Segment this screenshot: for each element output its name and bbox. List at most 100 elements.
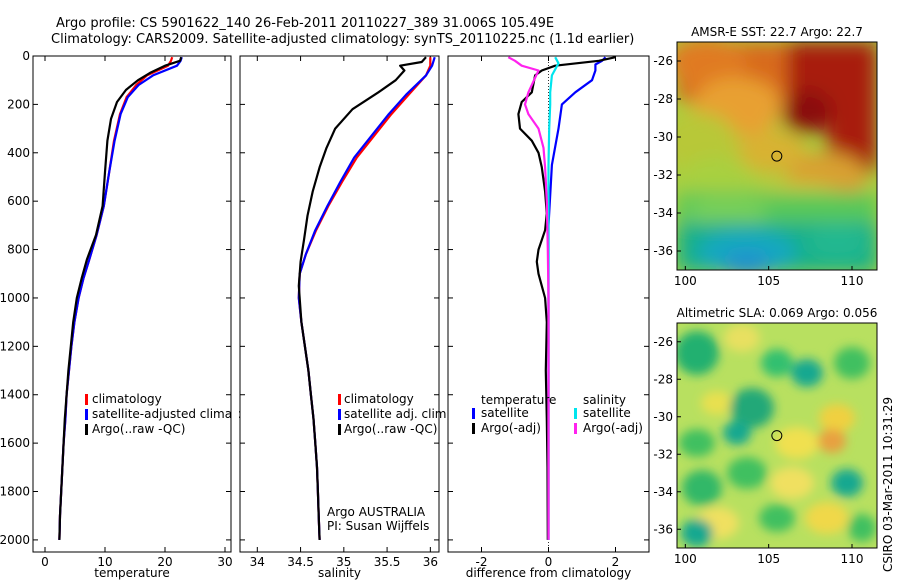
temperature-panel: 0 10 20 30 0 200 400 600 800 1000 1200 1400 1600 1800…	[0, 49, 262, 580]
difference-x-tick-label: 2	[612, 555, 620, 569]
sla_map-field-cell	[727, 457, 767, 489]
salinity-legend-swatch	[338, 409, 341, 420]
temperature-x-tick-label: 30	[217, 555, 232, 569]
salinity-legend-entry: climatology	[344, 392, 414, 406]
sla_map-field-cell	[770, 467, 814, 499]
sla_map-y-tick-label: -30	[653, 410, 673, 424]
sla_map-title: Altimetric SLA: 0.069 Argo: 0.056	[677, 306, 878, 320]
sla_map-field-cell	[701, 391, 733, 415]
sst_map-x-tick-label: 100	[674, 274, 697, 288]
sla_map-field-cell	[791, 359, 823, 387]
temperature-legend-swatch	[85, 424, 88, 435]
sla_map-field-cell	[819, 404, 855, 432]
difference-series-0-line	[547, 56, 607, 540]
temperature-legend-mask	[232, 392, 239, 442]
difference-legend-entry: Argo(-adj)	[583, 421, 643, 435]
difference-legend-entry: satellite	[583, 406, 631, 420]
sla_map-field-cell	[831, 469, 863, 497]
sst_map-field-cell	[677, 112, 737, 172]
temperature-legend-swatch	[85, 409, 88, 420]
sla_map-y-tick-label: -28	[653, 372, 673, 386]
temperature-legend-swatch	[85, 394, 88, 405]
sla-map-panel: Altimetric SLA: 0.069 Argo: 0.056 100 105 1…	[653, 306, 878, 566]
temperature-xlabel: temperature	[94, 566, 169, 580]
figure-title-line1: Argo profile: CS 5901622_140 26-Feb-2011…	[56, 16, 554, 31]
sst_map-argo-location-marker	[771, 150, 783, 162]
sst_map-y-tick-label: -32	[653, 168, 673, 182]
difference-x-tick-label: -2	[476, 555, 488, 569]
figure-title-line2: Climatology: CARS2009. Satellite-adjuste…	[51, 32, 634, 47]
sla_map-field-cell	[724, 324, 760, 352]
difference-legend-swatch	[574, 423, 577, 434]
sla_map-field-cell	[775, 427, 819, 459]
sla_map-argo-location-marker	[771, 430, 783, 442]
salinity-legend-entry: Argo(..raw -QC)	[344, 422, 437, 436]
difference-legend-group-title: salinity	[583, 393, 626, 407]
salinity-xlabel: salinity	[318, 566, 361, 580]
sst_map-y-tick-label: -30	[653, 130, 673, 144]
sst_map-x-tick-label: 110	[841, 274, 864, 288]
temperature-x-tick-label: 20	[157, 555, 172, 569]
sst_map-y-tick-label: -36	[653, 244, 673, 258]
difference-xlabel: difference from climatology	[466, 566, 632, 580]
difference-legend-entry: satellite	[481, 406, 529, 420]
sst_map-frame	[676, 41, 878, 271]
salinity-legend-swatch	[338, 424, 341, 435]
temperature-y-tick-label: 1600	[0, 436, 30, 450]
difference-legend-group-title: temperature	[481, 393, 556, 407]
salinity-x-tick-label: 34	[250, 555, 265, 569]
temperature-legend-entry: climatology	[92, 392, 162, 406]
sla_map-y-tick-label: -32	[653, 447, 673, 461]
temperature-axes-frame	[32, 55, 232, 553]
salinity-x-tick-label: 34.5	[287, 555, 314, 569]
sla_map-field-cell	[677, 331, 719, 375]
temperature-y-tick-label: 0	[22, 49, 30, 63]
temperature-y-tick-label: 1800	[0, 485, 30, 499]
temperature-legend-entry: satellite-adjusted climatolog	[92, 407, 262, 421]
sla_map-field-cell	[723, 421, 751, 445]
difference-x-tick-label: 0	[545, 555, 553, 569]
sla_map-y-tick-label: -26	[653, 335, 673, 349]
difference-legend-swatch	[472, 423, 475, 434]
sla_map-frame	[676, 322, 878, 549]
sst_map-y-tick-label: -34	[653, 206, 673, 220]
difference-legend-entry: Argo(-adj)	[481, 421, 541, 435]
sla_map-field-cell	[730, 388, 774, 428]
sla_map-field-cell	[848, 514, 876, 542]
sst_map-field-cell	[807, 224, 867, 260]
salinity-legend-entry: satellite adj. clim.	[344, 407, 450, 421]
salinity-axes-frame	[239, 55, 440, 553]
salinity-x-tick-label: 35.5	[374, 555, 401, 569]
temperature-y-tick-label: 1200	[0, 339, 30, 353]
sst_map-field-cell	[782, 90, 832, 134]
sla_map-field-cell	[805, 502, 849, 534]
sla_map-y-tick-label: -36	[653, 522, 673, 536]
temperature-y-tick-label: 1400	[0, 388, 30, 402]
sla_map-field-cell	[681, 519, 713, 547]
sst_map-y-tick-label: -28	[653, 92, 673, 106]
salinity-panel: 34 34.5 35 35.5 36 salinity climatologysatelli…	[239, 55, 450, 580]
difference-legend-swatch	[472, 408, 475, 419]
sst_map-title: AMSR-E SST: 22.7 Argo: 22.7	[691, 25, 863, 39]
sla_map-field-blobs	[677, 324, 876, 547]
sst_map-field-cell	[687, 197, 767, 227]
sst_map-field-cell	[737, 130, 807, 174]
salinity-series-2-line	[297, 56, 427, 540]
temperature-legend-entry: Argo(..raw -QC)	[92, 422, 185, 436]
sla_map-field-cell	[682, 470, 722, 506]
sst_map-x-tick-label: 105	[757, 274, 780, 288]
temperature-x-tick-label: 0	[41, 555, 49, 569]
temperature-y-tick-label: 600	[7, 194, 30, 208]
sla_map-x-tick-label: 110	[841, 552, 864, 566]
temperature-series-2-line	[58, 56, 183, 540]
temperature-y-tick-label: 200	[7, 97, 30, 111]
salinity-annotation-line: PI: Susan Wijffels	[327, 519, 429, 533]
temperature-y-tick-label: 800	[7, 243, 30, 257]
temperature-y-tick-label: 2000	[0, 533, 30, 547]
salinity-x-tick-label: 36	[423, 555, 438, 569]
salinity-x-tick-label: 35	[336, 555, 351, 569]
sst_map-field-cell	[697, 230, 797, 270]
sla_map-field-cell	[679, 429, 715, 457]
sst_map-field-blobs	[677, 42, 877, 270]
